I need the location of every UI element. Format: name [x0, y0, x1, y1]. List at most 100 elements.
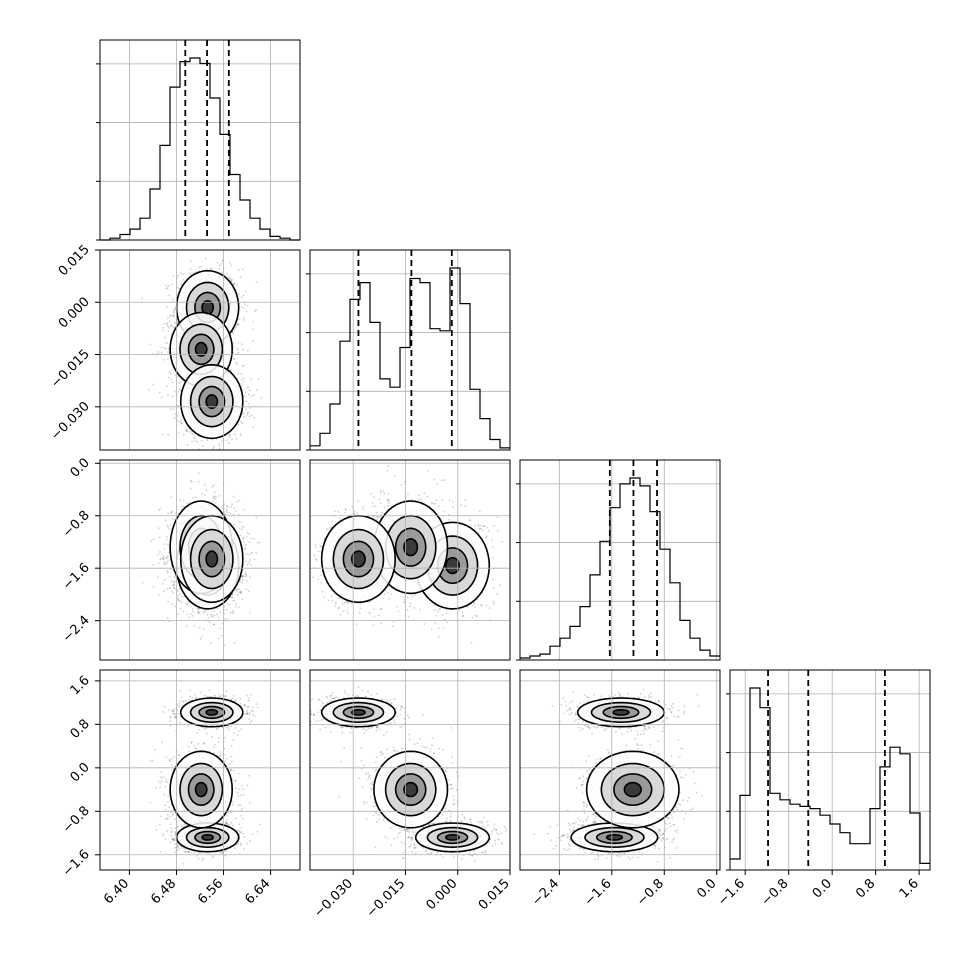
- sample-point: [169, 315, 171, 318]
- sample-point: [174, 413, 177, 415]
- sample-point: [169, 325, 172, 327]
- sample-point: [246, 412, 249, 415]
- sample-point: [165, 556, 168, 559]
- sample-point: [238, 318, 241, 321]
- sample-point: [167, 330, 170, 333]
- sample-point: [173, 321, 176, 324]
- sample-point: [236, 500, 239, 503]
- sample-point: [226, 439, 229, 441]
- sample-point: [211, 500, 214, 503]
- sample-point: [157, 352, 160, 355]
- y-tick-label: −0.015: [48, 347, 93, 392]
- sample-point: [165, 284, 167, 287]
- sample-point: [232, 611, 235, 614]
- sample-point: [159, 558, 162, 561]
- sample-point: [168, 376, 170, 379]
- sample-point: [242, 294, 245, 297]
- sample-point: [172, 395, 174, 398]
- sample-point: [167, 394, 170, 396]
- sample-point: [205, 268, 208, 271]
- sample-point: [170, 378, 173, 381]
- sample-point: [241, 575, 244, 577]
- y-tick-label: 0.015: [56, 242, 93, 279]
- sample-point: [173, 581, 175, 583]
- sample-point: [230, 264, 233, 267]
- sample-point: [239, 432, 242, 435]
- sample-point: [177, 599, 180, 602]
- sample-point: [235, 438, 238, 440]
- sample-point: [191, 615, 194, 617]
- sample-point: [170, 496, 173, 499]
- sample-point: [185, 429, 188, 432]
- sample-point: [213, 614, 216, 616]
- sample-point: [167, 555, 169, 557]
- sample-point: [253, 394, 256, 397]
- histogram-step-2: [520, 477, 720, 659]
- sample-point: [245, 408, 247, 411]
- sample-point: [168, 320, 171, 323]
- sample-point: [172, 327, 175, 329]
- sample-point: [177, 613, 180, 615]
- sample-point: [243, 319, 246, 321]
- sample-point: [240, 372, 243, 375]
- histogram-panel-2: [516, 459, 721, 661]
- sample-point: [185, 602, 188, 605]
- sample-point: [171, 381, 174, 384]
- sample-point: [163, 579, 166, 581]
- sample-point: [228, 603, 231, 606]
- sample-point: [167, 326, 170, 329]
- sample-point: [226, 505, 229, 508]
- sample-point: [165, 323, 168, 326]
- sample-point: [243, 364, 245, 367]
- sample-point: [234, 433, 236, 436]
- sample-point: [237, 424, 240, 426]
- sample-point: [172, 583, 175, 585]
- sample-point: [173, 308, 176, 311]
- sample-point: [178, 600, 181, 602]
- sample-point: [172, 314, 175, 317]
- sample-point: [141, 297, 144, 300]
- density-fill-core: [202, 300, 214, 315]
- sample-point: [163, 555, 165, 557]
- sample-point: [193, 436, 196, 439]
- sample-point: [166, 535, 168, 538]
- sample-point: [190, 613, 192, 615]
- sample-point: [178, 380, 181, 383]
- sample-point: [149, 343, 152, 346]
- sample-point: [197, 607, 199, 610]
- sample-point: [174, 605, 177, 608]
- sample-point: [241, 422, 244, 425]
- sample-point: [260, 397, 262, 399]
- sample-point: [197, 612, 200, 614]
- sample-point: [212, 484, 215, 487]
- sample-point: [179, 420, 182, 423]
- sample-point: [216, 261, 219, 264]
- sample-point: [233, 282, 235, 285]
- sample-point: [244, 391, 247, 394]
- sample-point: [229, 278, 232, 281]
- sample-point: [203, 610, 206, 613]
- sample-point: [192, 271, 195, 274]
- sample-point: [244, 303, 247, 306]
- sample-point: [163, 359, 166, 361]
- sample-point: [173, 326, 176, 328]
- sample-point: [236, 284, 238, 286]
- sample-point: [228, 436, 231, 439]
- sample-point: [203, 628, 205, 630]
- sample-point: [239, 276, 242, 278]
- sample-point: [166, 543, 169, 546]
- sample-point: [186, 430, 189, 433]
- sample-point: [172, 592, 175, 594]
- sample-point: [170, 512, 173, 515]
- sample-point: [218, 442, 221, 445]
- sample-point: [236, 323, 239, 325]
- sample-point: [225, 510, 228, 512]
- sample-point: [245, 310, 248, 313]
- sample-point: [241, 383, 243, 385]
- sample-point: [213, 445, 216, 448]
- sample-point: [185, 624, 188, 627]
- contour-level-2: [198, 385, 226, 418]
- sample-point: [171, 314, 174, 317]
- sample-point: [192, 451, 194, 453]
- sample-point: [232, 332, 235, 334]
